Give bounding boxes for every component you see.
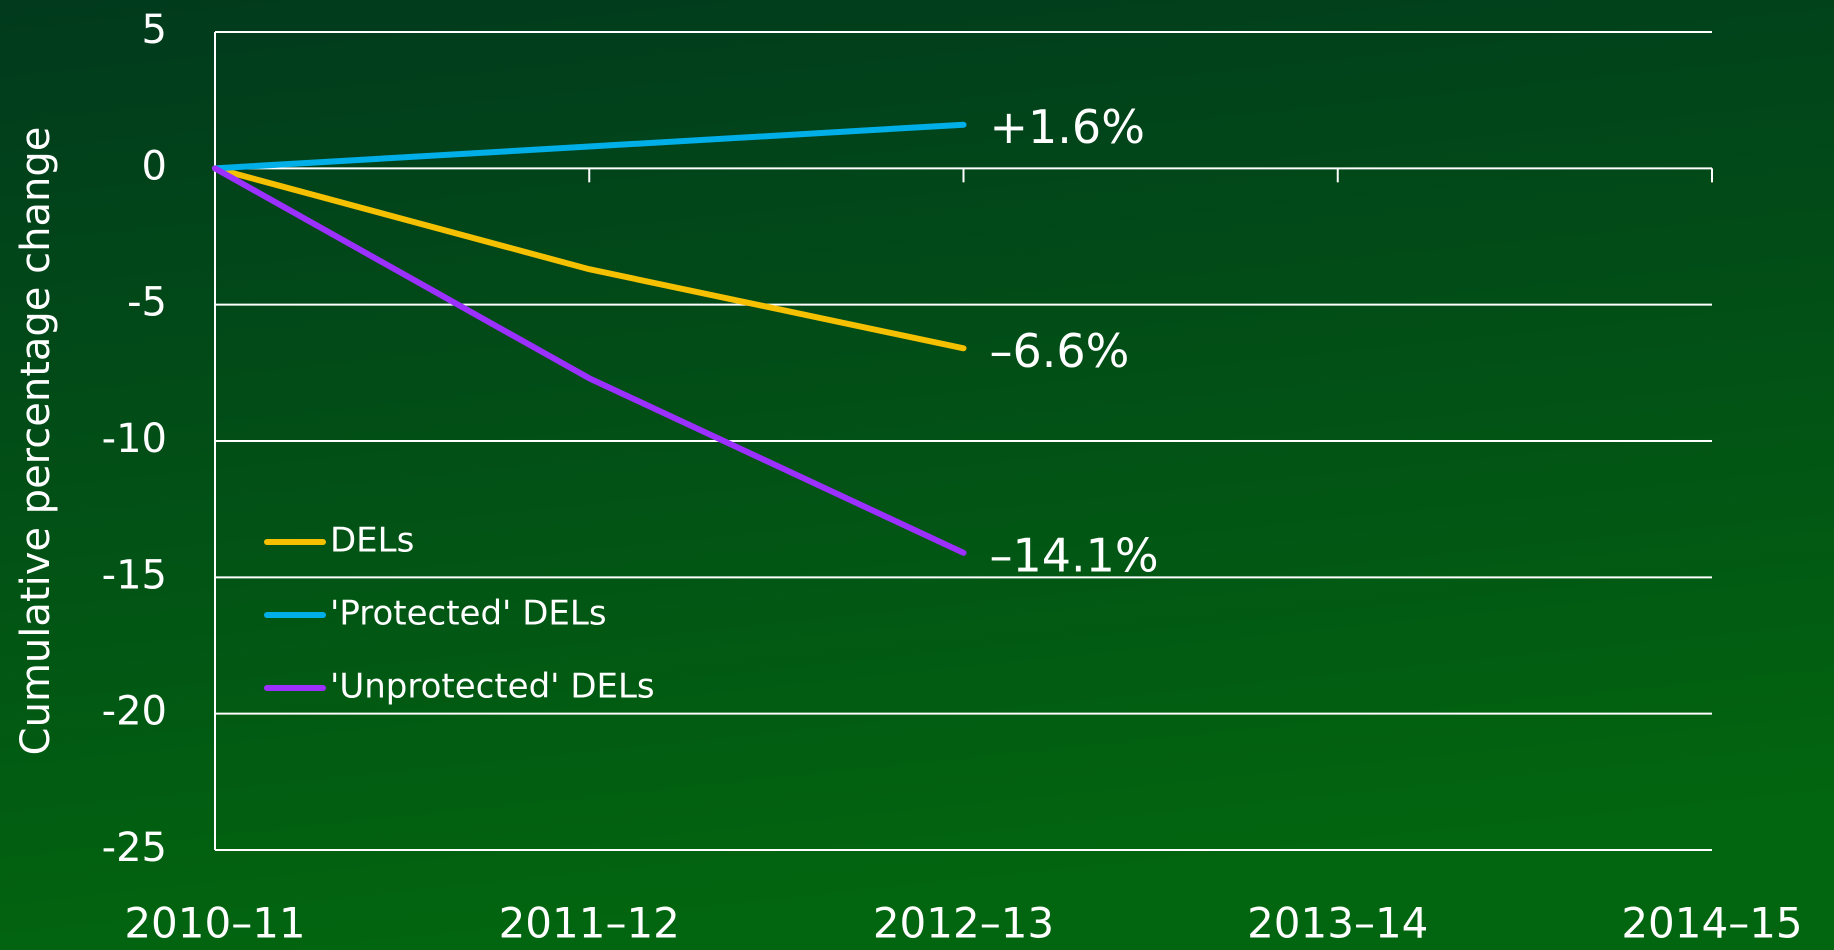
y-tick-label: -15 [102, 552, 167, 598]
legend-label: 'Protected' DELs [330, 594, 607, 634]
x-tick-label: 2012–13 [873, 899, 1054, 948]
y-tick-label: -5 [127, 280, 167, 326]
x-tick-label: 2013–14 [1247, 899, 1428, 948]
legend-label: DELs [330, 521, 414, 561]
y-tick-label: -10 [102, 416, 167, 462]
series-line [212, 165, 967, 556]
y-tick-label: -20 [102, 689, 167, 735]
series-line [212, 121, 967, 172]
y-tick-label: -25 [102, 825, 167, 871]
y-axis-label: Cumulative percentage change [13, 127, 59, 756]
x-tick-label: 2010–11 [124, 899, 305, 948]
data-label: +1.6% [990, 100, 1145, 154]
x-tick-label: 2011–12 [499, 899, 680, 948]
x-tick-label: 2014–15 [1621, 899, 1802, 948]
legend-label: 'Unprotected' DELs [330, 667, 655, 707]
y-tick-label: 0 [142, 143, 167, 189]
data-label: –14.1% [990, 528, 1159, 582]
series-line [212, 165, 967, 352]
data-label: –6.6% [990, 324, 1130, 378]
y-tick-label: 5 [142, 7, 167, 53]
